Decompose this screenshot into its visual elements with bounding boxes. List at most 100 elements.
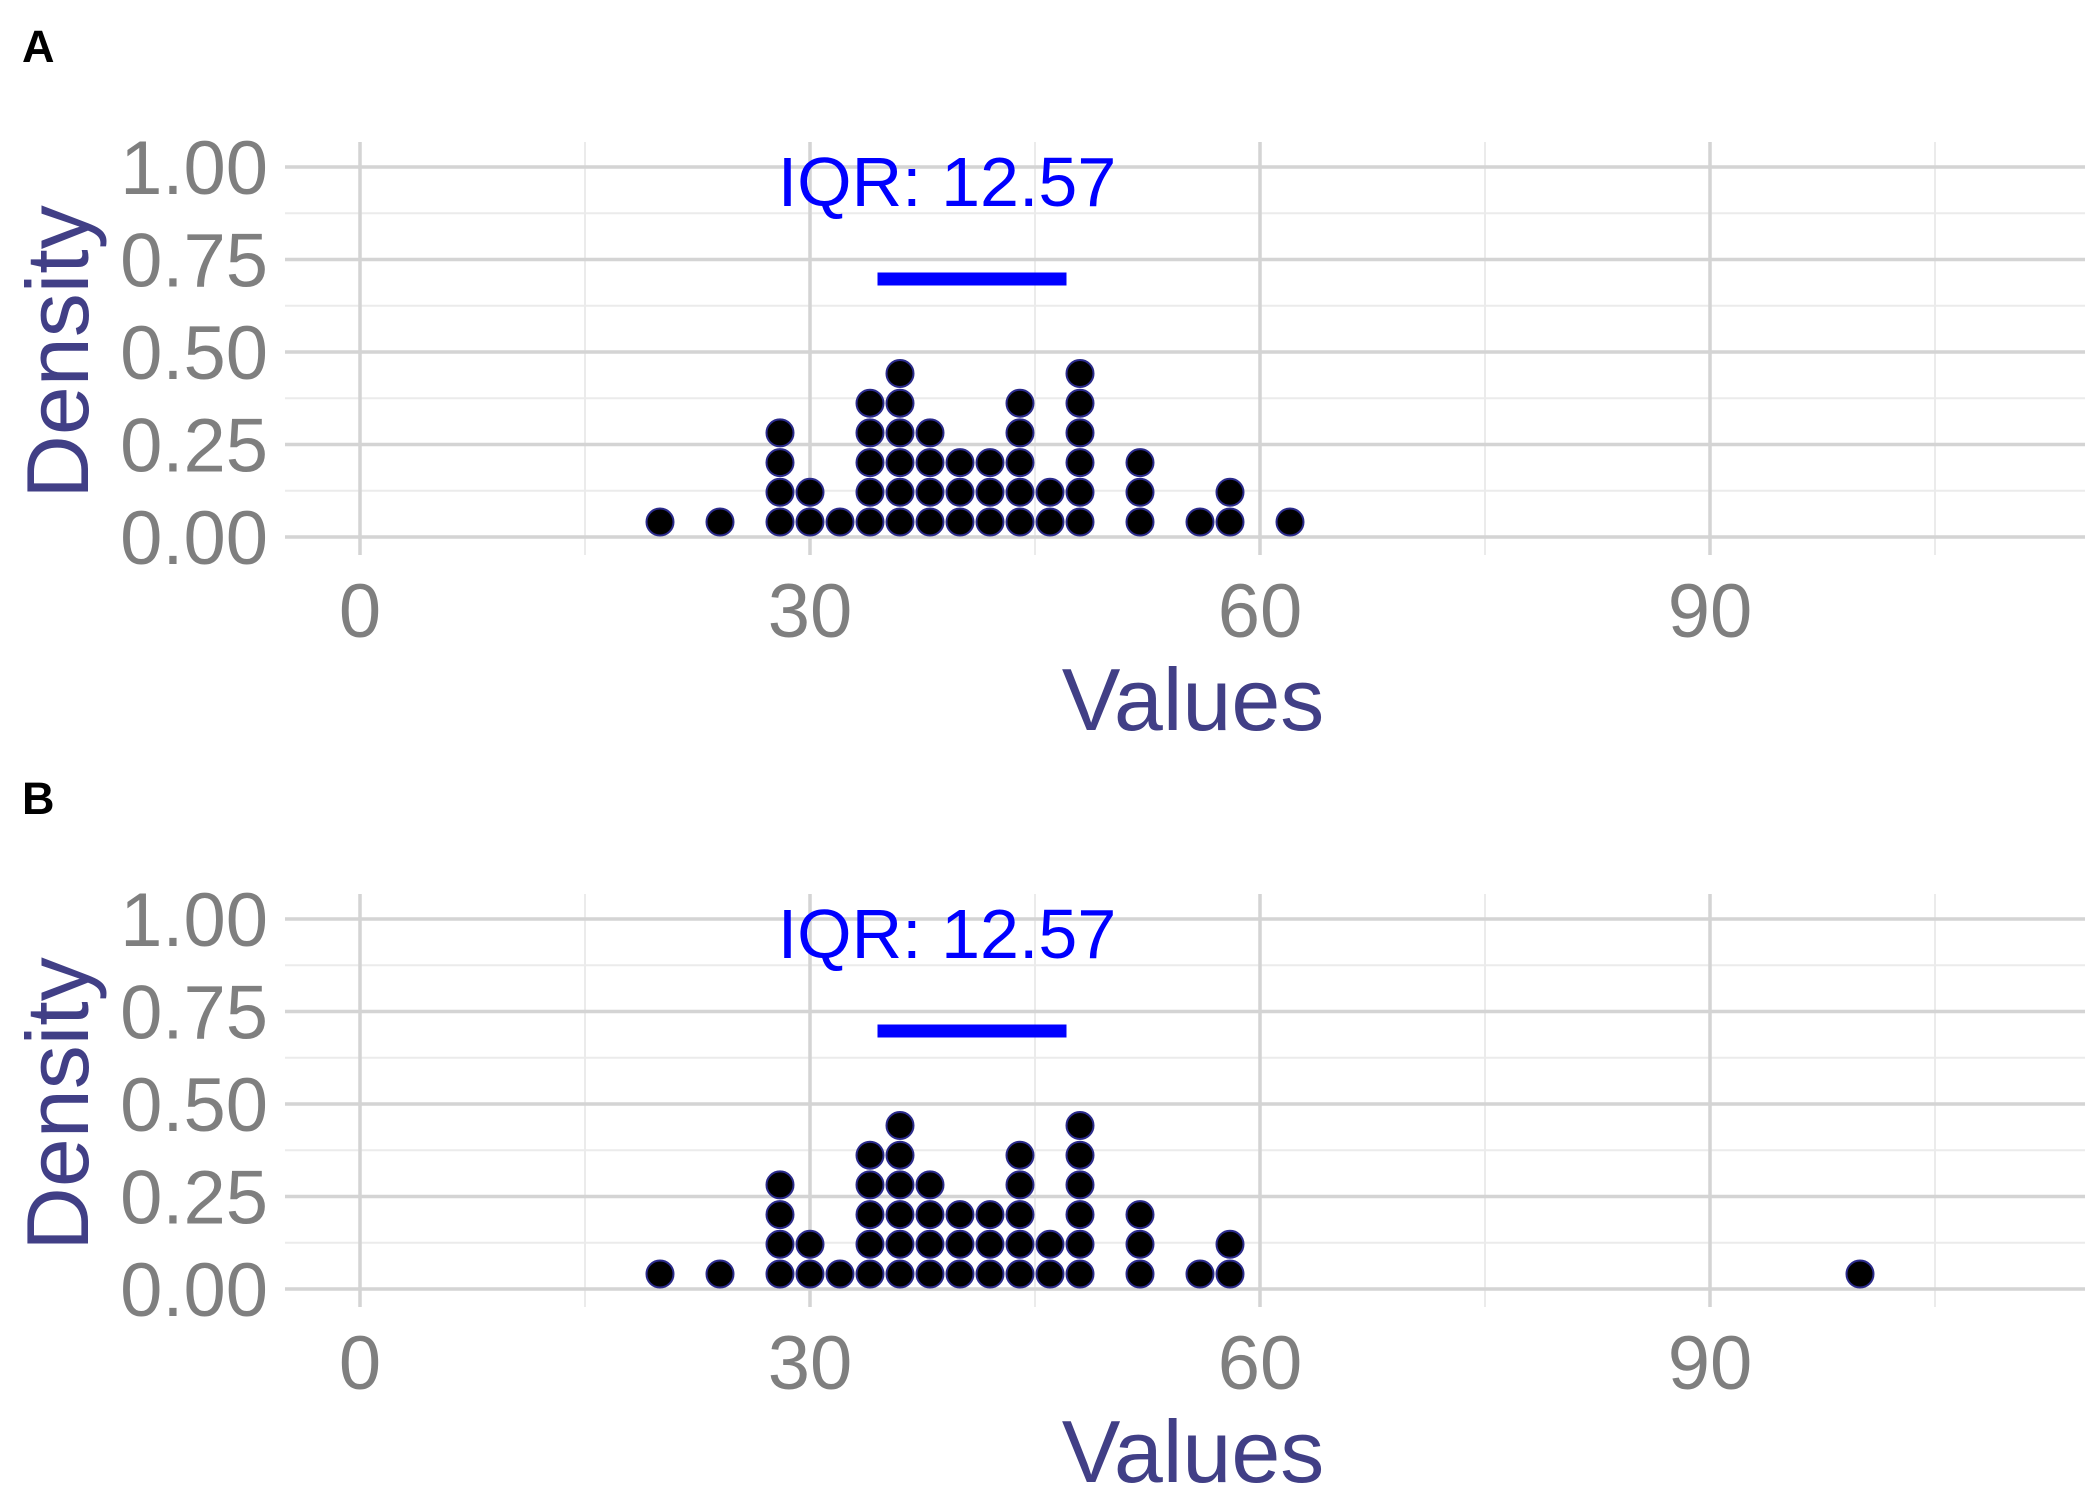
dot xyxy=(855,507,885,537)
dot xyxy=(915,418,945,448)
panel-b: B 0.000.250.500.751.00 0 30 60 90 Values Densit… xyxy=(8,773,2085,1500)
x-tick-label: 60 xyxy=(1218,569,1303,654)
dot xyxy=(855,1259,885,1289)
x-tick-label: 90 xyxy=(1668,569,1753,654)
panel-label: B xyxy=(22,773,55,824)
dot xyxy=(855,477,885,507)
dot xyxy=(1005,1259,1035,1289)
dot xyxy=(1065,507,1095,537)
dot xyxy=(1125,1200,1155,1230)
dot xyxy=(765,418,795,448)
dot xyxy=(885,1111,915,1140)
dot xyxy=(1065,418,1095,448)
dot xyxy=(885,1229,915,1259)
y-tick-label: 0.25 xyxy=(120,1156,268,1241)
iqr-label: IQR: 12.57 xyxy=(778,143,1117,221)
dot xyxy=(915,1170,945,1200)
y-tick-label: 1.00 xyxy=(120,126,268,211)
dot xyxy=(795,1259,825,1289)
dot xyxy=(765,448,795,478)
dot xyxy=(1275,507,1305,537)
dot xyxy=(945,507,975,537)
panel-a: A 0.000.250.500.751.00 0 30 60 90 Values Densit… xyxy=(8,21,2085,749)
dot xyxy=(825,1259,855,1289)
dot xyxy=(915,1229,945,1259)
dot xyxy=(975,507,1005,537)
dot xyxy=(1215,1259,1245,1289)
dot xyxy=(1005,448,1035,478)
dot xyxy=(855,1140,885,1170)
y-tick-label: 0.25 xyxy=(120,404,268,489)
dot xyxy=(975,1259,1005,1289)
dot xyxy=(855,418,885,448)
dot xyxy=(885,1200,915,1230)
x-tick-label: 30 xyxy=(768,569,853,654)
dot xyxy=(915,507,945,537)
dot xyxy=(975,1229,1005,1259)
dot xyxy=(645,507,675,537)
y-tick-label: 0.50 xyxy=(120,1063,268,1148)
dot xyxy=(855,1200,885,1230)
dot xyxy=(1185,1259,1215,1289)
dot xyxy=(1065,1259,1095,1289)
y-tick-label: 0.00 xyxy=(120,1248,268,1333)
dot xyxy=(1005,1200,1035,1230)
grid xyxy=(285,142,2085,555)
dot xyxy=(945,448,975,478)
dot xyxy=(885,418,915,448)
dot xyxy=(975,1200,1005,1230)
y-tick-label: 0.75 xyxy=(120,219,268,304)
dot xyxy=(855,1170,885,1200)
x-tick-label: 90 xyxy=(1668,1321,1753,1406)
dot xyxy=(1005,507,1035,537)
dot xyxy=(885,1259,915,1289)
dot xyxy=(765,1229,795,1259)
dot xyxy=(795,507,825,537)
dot xyxy=(1065,1170,1095,1200)
dot xyxy=(705,507,735,537)
dot xyxy=(1005,1229,1035,1259)
dot xyxy=(1065,1200,1095,1230)
dot xyxy=(1215,1229,1245,1259)
dot xyxy=(1035,477,1065,507)
iqr-label: IQR: 12.57 xyxy=(778,895,1117,973)
dot xyxy=(765,1200,795,1230)
dot xyxy=(1125,1229,1155,1259)
dot xyxy=(1065,448,1095,478)
dot xyxy=(765,477,795,507)
dot xyxy=(885,477,915,507)
y-tick-label: 0.00 xyxy=(120,496,268,581)
dot xyxy=(1005,1140,1035,1170)
dot xyxy=(975,448,1005,478)
grid xyxy=(285,894,2085,1307)
dot xyxy=(825,507,855,537)
dot xyxy=(1065,1111,1095,1140)
dot xyxy=(1035,1259,1065,1289)
panel-label: A xyxy=(22,21,55,72)
dot xyxy=(1185,507,1215,537)
dot xyxy=(885,1140,915,1170)
dot xyxy=(1065,1229,1095,1259)
x-tick-label: 0 xyxy=(339,1321,381,1406)
dot xyxy=(975,477,1005,507)
y-tick-label: 0.50 xyxy=(120,311,268,396)
dot xyxy=(885,1170,915,1200)
dot xyxy=(915,1259,945,1289)
dot xyxy=(1125,477,1155,507)
dot xyxy=(855,1229,885,1259)
dot xyxy=(705,1259,735,1289)
x-tick-label: 30 xyxy=(768,1321,853,1406)
x-axis-title: Values xyxy=(1062,650,1325,749)
dot xyxy=(945,1200,975,1230)
dot xyxy=(915,1200,945,1230)
dot xyxy=(1065,1140,1095,1170)
dot xyxy=(765,1170,795,1200)
dot xyxy=(1215,477,1245,507)
dot xyxy=(1065,477,1095,507)
dot xyxy=(915,477,945,507)
x-tick-label: 0 xyxy=(339,569,381,654)
x-axis-title: Values xyxy=(1062,1402,1325,1500)
dot xyxy=(645,1259,675,1289)
dot xyxy=(945,1229,975,1259)
